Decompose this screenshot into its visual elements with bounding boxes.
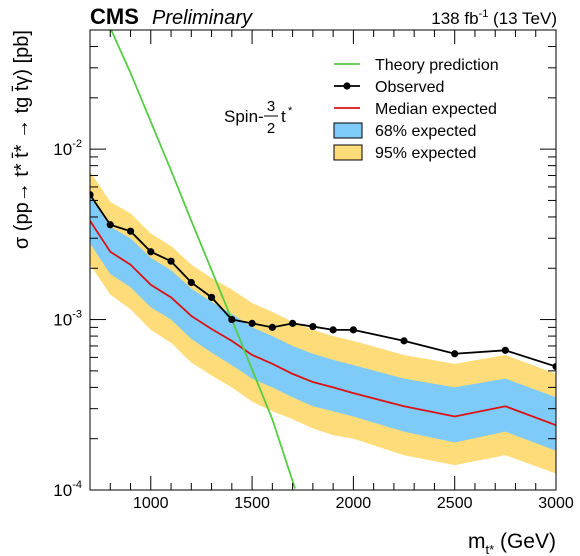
spin-prefix: Spin- bbox=[224, 107, 264, 126]
spin-star: * bbox=[288, 105, 293, 117]
x-axis-title: mt* (GeV) bbox=[468, 530, 556, 556]
y-tick-label--4: 10-4 bbox=[53, 479, 82, 500]
observed-point-1500 bbox=[248, 319, 256, 327]
y-tick-label--3: 10-3 bbox=[53, 309, 82, 330]
observed-point-1900 bbox=[329, 326, 337, 334]
spin-annotation: Spin- 3 2 t * bbox=[224, 98, 293, 137]
x-tick-label-1000: 1000 bbox=[133, 495, 169, 512]
observed-point-900 bbox=[126, 227, 135, 235]
x-tick-label-2500: 2500 bbox=[437, 495, 473, 512]
legend: Theory prediction Observed Median expect… bbox=[333, 57, 499, 162]
lumi-exponent: -1 bbox=[479, 8, 489, 20]
theory-prediction-line bbox=[110, 30, 296, 489]
observed-point-1200 bbox=[187, 278, 195, 287]
spin-denominator: 2 bbox=[267, 120, 275, 137]
x-axis-title-sub: t* bbox=[485, 542, 494, 556]
legend-swatch-95 bbox=[333, 144, 363, 161]
median-expected-line bbox=[90, 220, 556, 427]
legend-label-observed: Observed bbox=[375, 79, 444, 96]
observed-point-1000 bbox=[147, 248, 155, 256]
y-tick-mantissa: 10 bbox=[53, 140, 72, 159]
x-axis-title-unit: (GeV) bbox=[500, 530, 556, 553]
y-axis-title: σ (pp→ t* t̄* → tg t̄γ) [pb] bbox=[11, 30, 33, 249]
band-68-expected bbox=[90, 196, 556, 451]
legend-label-95: 95% expected bbox=[375, 145, 476, 162]
observed-point-3000 bbox=[552, 362, 556, 371]
legend-label-median: Median expected bbox=[375, 101, 497, 118]
observed-point-2250 bbox=[400, 337, 408, 345]
axis-ticks bbox=[89, 29, 557, 491]
spin-numerator: 3 bbox=[267, 98, 275, 115]
energy-label: (13 TeV) bbox=[493, 9, 557, 28]
observed-point-1700 bbox=[289, 319, 297, 327]
y-tick-exponent: -2 bbox=[72, 138, 82, 150]
x-tick-label-3000: 3000 bbox=[538, 495, 574, 512]
x-tick-label-1500: 1500 bbox=[234, 495, 270, 512]
legend-swatch-observed-marker bbox=[343, 82, 351, 90]
observed-point-1600 bbox=[268, 323, 276, 331]
observed-point-2000 bbox=[349, 326, 357, 334]
y-tick-exponent: -4 bbox=[72, 479, 82, 491]
y-tick-mantissa: 10 bbox=[53, 481, 72, 500]
legend-label-68: 68% expected bbox=[375, 123, 476, 140]
experiment-label: CMS bbox=[90, 4, 139, 29]
legend-swatch-68 bbox=[333, 122, 363, 139]
observed-point-1400 bbox=[228, 315, 236, 324]
spin-particle: t bbox=[281, 107, 286, 126]
observed-point-2500 bbox=[451, 350, 459, 358]
observed-point-1800 bbox=[309, 322, 317, 331]
plot-area bbox=[90, 30, 556, 489]
observed-point-700 bbox=[90, 191, 94, 199]
x-axis-title-main: m bbox=[468, 530, 486, 553]
y-tick-exponent: -3 bbox=[72, 309, 82, 321]
observed-line bbox=[90, 194, 556, 368]
observed-point-2750 bbox=[501, 346, 509, 354]
observed-point-1300 bbox=[207, 293, 216, 301]
legend-label-theory: Theory prediction bbox=[375, 57, 499, 74]
lumi-label: 138 fb-1 (13 TeV) bbox=[431, 8, 557, 28]
y-tick-mantissa: 10 bbox=[53, 311, 72, 330]
lumi-value: 138 fb bbox=[431, 9, 478, 28]
x-tick-label-2000: 2000 bbox=[336, 495, 372, 512]
y-tick-label--2: 10-2 bbox=[53, 138, 82, 159]
observed-point-800 bbox=[106, 221, 114, 229]
observed-point-1100 bbox=[167, 257, 175, 265]
status-label: Preliminary bbox=[152, 7, 253, 29]
plot-frame bbox=[89, 29, 557, 491]
